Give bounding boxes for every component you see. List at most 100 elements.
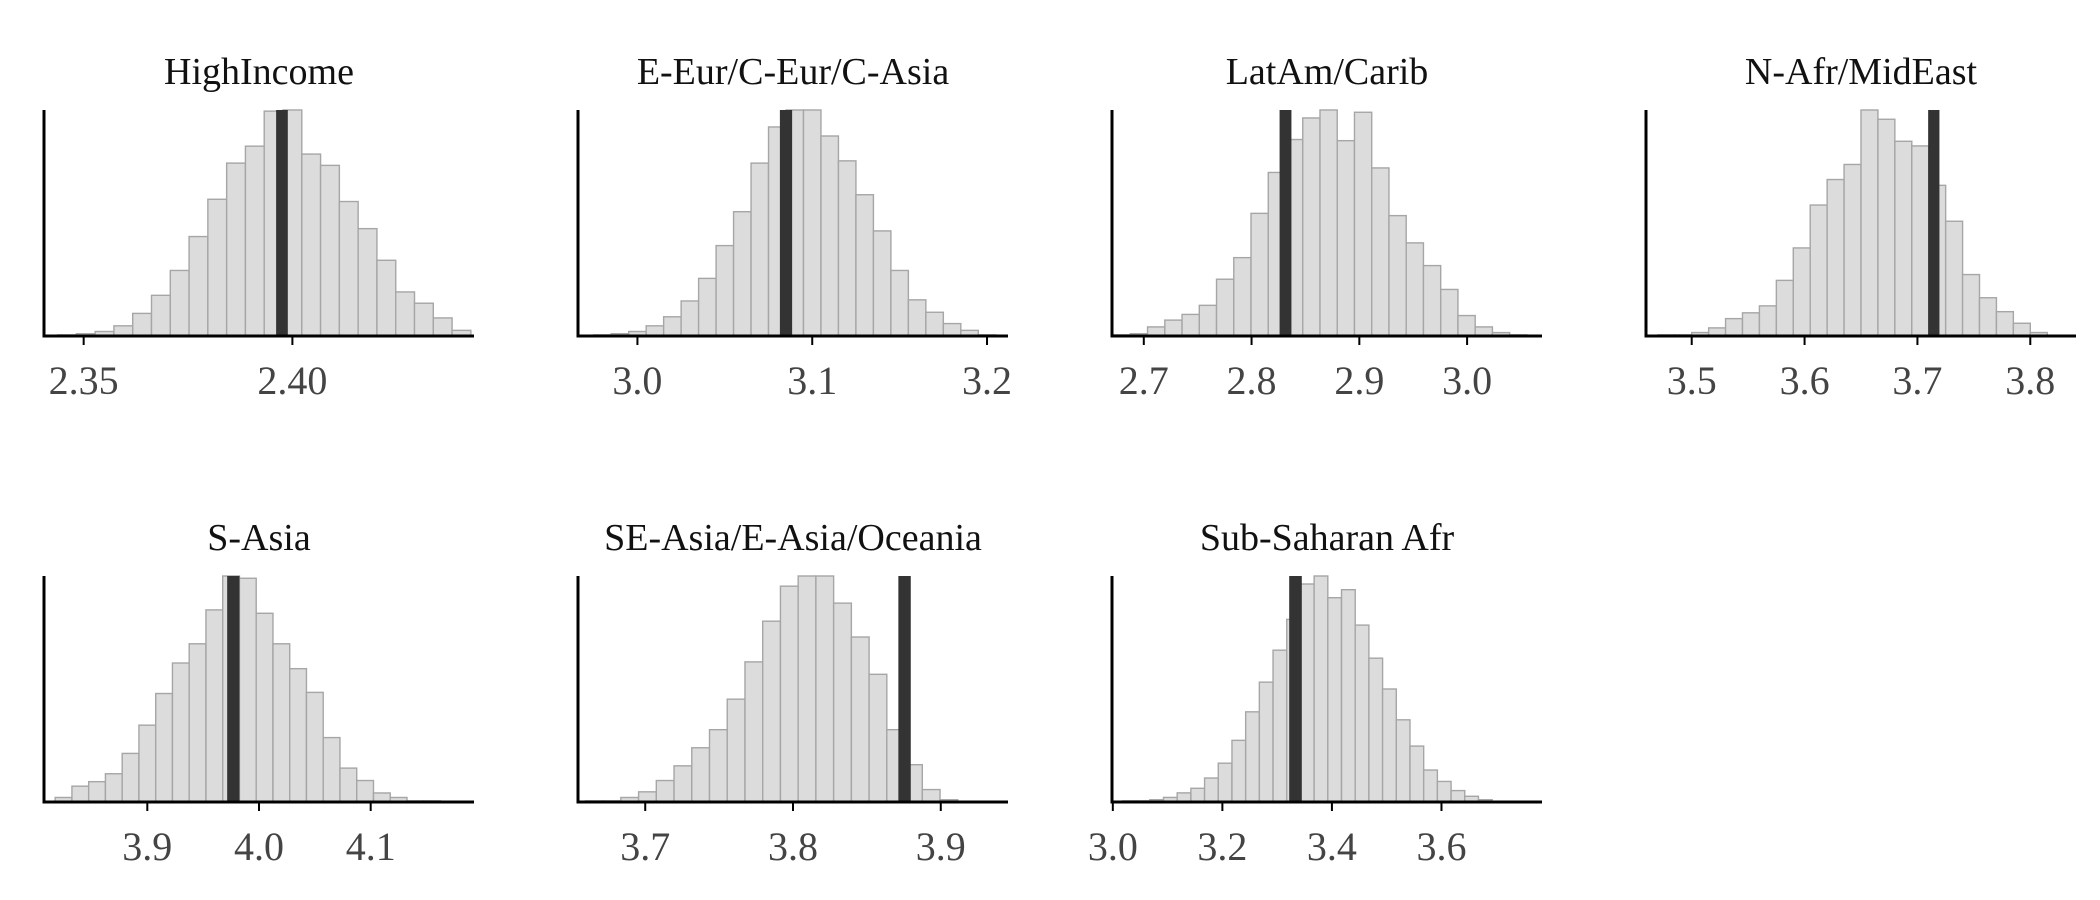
histogram-bar: [432, 317, 453, 337]
histogram-bar: [169, 269, 190, 337]
histogram-bar: [132, 312, 153, 337]
histogram-bar: [1302, 117, 1321, 337]
reference-line: [227, 576, 240, 802]
reference-line: [276, 110, 288, 336]
histogram-bar: [673, 765, 693, 803]
histogram-bar: [1741, 312, 1761, 337]
histogram-bar: [2012, 322, 2031, 337]
reference-line: [1289, 576, 1302, 802]
histogram-bar: [104, 773, 123, 803]
panel-sub-saharan-afr: Sub-Saharan Afr 3.0 3.2 3.4 3.6: [1088, 517, 1542, 869]
histogram-bar: [662, 316, 682, 337]
histogram-bar: [395, 291, 416, 337]
histogram-bar: [1203, 777, 1219, 803]
histogram-bar: [71, 785, 90, 803]
x-tick-label: 3.0: [612, 358, 662, 403]
histogram-bar: [832, 602, 853, 803]
histogram-bar: [1217, 762, 1233, 803]
histogram-bar: [762, 620, 782, 803]
histogram-bar: [1272, 649, 1288, 803]
histogram-bar: [244, 145, 265, 337]
histogram-bar: [289, 667, 308, 803]
histogram-bar: [338, 200, 359, 337]
histogram-bar: [1860, 109, 1879, 337]
histogram-bar: [255, 612, 274, 803]
histogram-bar: [1826, 178, 1845, 337]
panel-latam-carib: LatAm/Carib 2.7 2.8 2.9 3.0: [1110, 51, 1542, 403]
histogram-bar: [1436, 780, 1452, 803]
histogram-bar: [850, 636, 870, 803]
histogram-bar: [708, 728, 728, 803]
histogram-bar: [1340, 588, 1356, 803]
histogram-bar: [1792, 247, 1811, 337]
reference-line: [779, 110, 793, 336]
histogram-bar: [1405, 242, 1425, 337]
histogram-bar: [1319, 109, 1338, 337]
histogram-bar: [750, 162, 770, 337]
panel-title: S-Asia: [207, 517, 311, 559]
histogram-bar: [301, 153, 322, 337]
histogram-bar: [356, 779, 375, 803]
histogram-bar: [1758, 305, 1778, 337]
x-tick-label: 2.9: [1334, 358, 1384, 403]
histogram-bar: [154, 692, 174, 803]
x-tick-label: 3.0: [1088, 824, 1138, 869]
reference-line: [1928, 110, 1940, 336]
histogram-bar: [907, 299, 927, 337]
histogram-bar: [305, 691, 324, 803]
histogram-bar: [1250, 212, 1269, 337]
histogram-bar: [715, 244, 735, 337]
histogram-bar: [779, 585, 799, 803]
histogram-bar: [1422, 769, 1439, 803]
histogram-bar: [680, 300, 700, 337]
histogram-bar: [121, 752, 140, 803]
panel-title: SE-Asia/E-Asia/Oceania: [604, 517, 982, 559]
histogram-bar: [225, 162, 247, 337]
histogram-bar: [868, 673, 888, 803]
histogram-bar: [855, 194, 875, 337]
histogram-bar: [357, 227, 378, 337]
histogram-bar: [413, 302, 435, 337]
histogram-bar: [138, 724, 157, 803]
plot-area: 3.9 4.0 4.1: [42, 575, 474, 869]
x-tick-label: 4.0: [234, 824, 284, 869]
panel-title: E-Eur/C-Eur/C-Asia: [637, 51, 950, 93]
panel-n-afr-mideast: N-Afr/MidEast 3.5 3.6 3.7 3.8: [1644, 51, 2076, 403]
histogram-bar: [1944, 220, 1964, 337]
histogram-bar: [1457, 314, 1476, 337]
histogram-bar: [188, 643, 207, 803]
x-tick-label: 3.6: [1416, 824, 1466, 869]
histogram-bar: [1258, 681, 1274, 803]
x-tick-label: 3.4: [1307, 824, 1357, 869]
histogram-bar: [1244, 711, 1261, 803]
panel-se-asia-e-asia-oceania: SE-Asia/E-Asia/Oceania 3.7 3.8 3.9: [576, 517, 1008, 869]
histogram-bar: [319, 164, 341, 337]
histogram-bar: [732, 210, 752, 337]
x-tick-label: 4.1: [346, 824, 396, 869]
histogram-bar: [921, 788, 941, 803]
histogram-bar: [1809, 204, 1828, 337]
x-tick-label: 3.9: [122, 824, 172, 869]
histogram-bar: [1388, 214, 1407, 337]
histogram-bar: [1450, 789, 1466, 803]
panel-s-asia: S-Asia 3.9 4.0 4.1: [42, 517, 474, 869]
histogram-bar: [1313, 575, 1329, 803]
histogram-bar: [1181, 313, 1200, 337]
histogram-bar: [150, 294, 171, 337]
histogram-bar: [272, 643, 291, 803]
histogram-bar: [1336, 139, 1356, 337]
plot-area: 2.7 2.8 2.9 3.0: [1110, 109, 1542, 403]
reference-line: [1279, 110, 1292, 336]
histogram-bar: [942, 322, 962, 337]
histogram-bar: [820, 135, 840, 337]
histogram-bar: [744, 661, 764, 803]
histogram-bar: [837, 160, 857, 337]
histogram-bar: [1422, 264, 1442, 337]
histogram-bar: [339, 767, 358, 803]
histogram-bar: [726, 698, 746, 803]
histogram-bar: [1995, 310, 2015, 337]
panel-title: N-Afr/MidEast: [1745, 51, 1978, 93]
x-tick-label: 3.2: [1197, 824, 1247, 869]
panel-title: HighIncome: [164, 51, 354, 93]
x-tick-label: 3.8: [768, 824, 818, 869]
